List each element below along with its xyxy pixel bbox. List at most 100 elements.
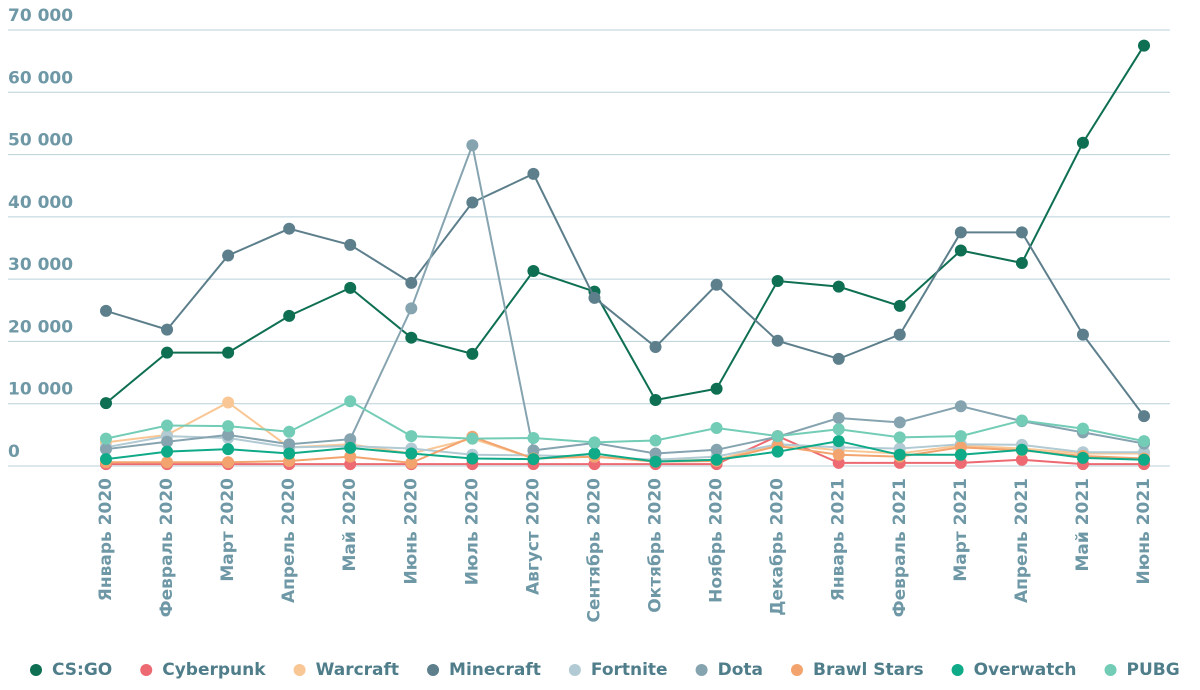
series-line [105,45,1145,404]
data-point [710,443,723,456]
data-point [283,447,296,460]
data-point [1015,414,1028,427]
data-point [466,452,479,465]
data-point [893,416,906,429]
data-point [161,346,174,359]
data-point [710,422,723,435]
data-point [1138,39,1150,52]
data-point [588,291,601,304]
data-point [1076,136,1089,149]
data-point [283,425,296,438]
data-point [344,433,357,446]
data-point [100,453,112,466]
series-line [105,172,1145,417]
legend-marker [1104,664,1117,676]
data-point [222,420,235,433]
data-point [344,441,357,454]
legend-marker [695,664,708,676]
x-tick-label: Март 2020 [218,478,238,582]
y-tick-label: 60 000 [8,68,73,88]
data-point [1138,453,1150,466]
data-point [1015,443,1028,456]
data-point [161,445,174,458]
legend-label: Fortnite [591,660,668,680]
data-point [893,328,906,341]
data-point [344,281,357,294]
legend-marker [140,664,153,676]
data-point [771,334,784,347]
x-tick-label: Май 2021 [1073,478,1093,572]
x-tick-label: Август 2020 [523,478,543,595]
x-tick-label: Декабрь 2020 [768,478,788,616]
data-point [1138,435,1150,448]
x-tick-label: Май 2020 [340,478,360,572]
legend-label: Minecraft [449,660,541,680]
data-point [100,432,112,445]
y-tick-label: 30 000 [8,255,73,275]
y-tick-label: 40 000 [8,193,73,213]
y-tick-label: 70 000 [8,6,73,26]
data-point [466,139,479,152]
data-point [832,448,845,461]
data-point [161,456,174,469]
legend-marker [568,664,581,676]
data-point [1015,226,1028,239]
series-line [105,440,1145,463]
data-point [954,430,967,443]
data-point [1076,422,1089,435]
data-point [344,395,357,408]
data-point [405,430,418,443]
data-point [527,453,540,466]
data-point [283,222,296,235]
data-point [893,448,906,461]
data-point [649,455,662,468]
series-line [105,400,1145,444]
legend-label: Cyberpunk [162,660,266,680]
y-tick-label: 20 000 [8,317,73,337]
x-tick-label: Январь 2021 [829,478,849,601]
legend-marker [427,664,440,676]
data-point [710,278,723,291]
data-point [832,435,845,448]
data-point [283,438,296,451]
data-point [1015,453,1028,466]
data-point [1076,328,1089,341]
data-point [405,456,418,469]
data-point [832,412,845,425]
legend-label: CS:GO [52,660,112,680]
x-tick-label: Февраль 2020 [157,478,177,617]
data-point [466,432,479,445]
data-point [222,396,235,409]
x-tick-label: Июль 2020 [462,478,482,585]
x-tick-label: Октябрь 2020 [646,478,666,613]
data-point [771,430,784,443]
data-point [832,352,845,365]
data-point [405,331,418,344]
legend-marker [951,664,964,676]
legend-marker [30,664,42,676]
data-point [710,453,723,466]
data-point [344,450,357,463]
y-tick-label: 0 [8,442,20,462]
series-line [106,435,1145,464]
data-point [954,448,967,461]
data-point [954,400,967,413]
data-point [588,436,601,449]
data-point [1076,451,1089,464]
x-tick-label: Июнь 2021 [1134,478,1154,584]
series-line [105,141,1145,455]
data-point [466,347,479,360]
data-point [161,419,174,432]
data-point [100,443,112,456]
data-point [771,275,784,288]
data-point [1138,410,1150,423]
legend-label: PUBG [1127,660,1180,680]
data-point [1015,256,1028,269]
data-point [710,382,723,395]
legend-label: Warcraft [316,660,399,680]
data-point [405,276,418,289]
data-point [649,434,662,447]
data-point [222,443,235,456]
y-tick-label: 10 000 [8,380,73,400]
